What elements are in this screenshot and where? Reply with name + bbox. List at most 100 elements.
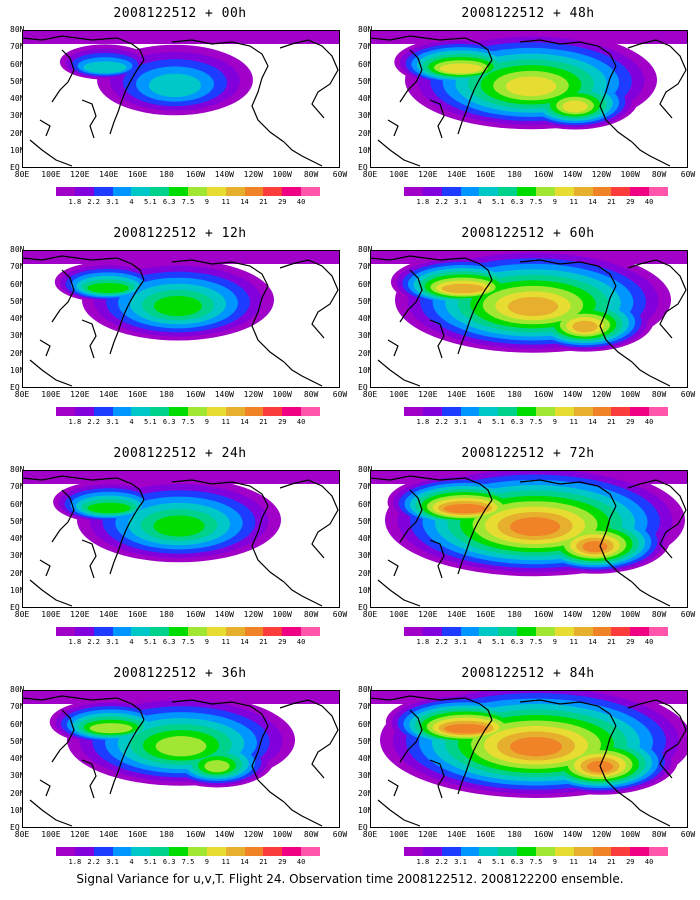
latitude-label: 20N bbox=[358, 568, 373, 578]
colorbar-swatch bbox=[422, 187, 442, 196]
latitude-label: 80N bbox=[10, 25, 25, 34]
latitude-label: 50N bbox=[358, 76, 373, 86]
longitude-label: 160E bbox=[127, 170, 148, 179]
colorbar-swatch bbox=[592, 407, 612, 416]
colorbar-swatch bbox=[630, 627, 650, 636]
latitude-label: 80N bbox=[358, 465, 373, 474]
colorbar-label: 5.1 bbox=[491, 418, 505, 426]
latitude-label: 30N bbox=[10, 551, 25, 561]
longitude-label: 140E bbox=[99, 830, 119, 839]
colorbar-label: 6.3 bbox=[162, 198, 176, 206]
longitude-label: 80W bbox=[651, 610, 667, 619]
colorbar-label: 3.1 bbox=[454, 198, 467, 206]
colorbar-swatch bbox=[498, 847, 518, 856]
colorbar-swatch bbox=[93, 187, 113, 196]
latitude-label: EQ bbox=[358, 603, 368, 612]
colorbar-swatch bbox=[573, 407, 593, 416]
latitude-label: 80N bbox=[358, 685, 373, 694]
colorbar-label: 9 bbox=[204, 638, 209, 646]
colorbar-label: 2.2 bbox=[435, 638, 449, 646]
colorbar-swatch bbox=[536, 847, 555, 856]
latitude-label: EQ bbox=[10, 823, 20, 832]
colorbar-swatch bbox=[150, 847, 170, 856]
colorbar-swatch bbox=[74, 407, 94, 416]
longitude-label: 120W bbox=[243, 610, 263, 619]
colorbar-label: 4 bbox=[129, 858, 134, 866]
colorbar-label: 3.1 bbox=[106, 638, 119, 646]
longitude-label: 120E bbox=[418, 390, 438, 399]
colorbar-swatch bbox=[112, 627, 132, 636]
colorbar-swatch bbox=[573, 847, 593, 856]
longitude-label: 120E bbox=[418, 610, 438, 619]
longitude-label: 140W bbox=[562, 610, 582, 619]
colorbar-label: 7.5 bbox=[181, 858, 195, 866]
longitude-label: 80W bbox=[651, 390, 667, 399]
forecast-panel: 2008122512 + 12h 80N 70N 60N 50N 40N 30N 20N 10N… bbox=[10, 220, 350, 440]
longitude-label: 140E bbox=[447, 390, 467, 399]
colorbar-swatch bbox=[536, 627, 555, 636]
latitude-label: 60N bbox=[10, 499, 25, 509]
colorbar-swatch bbox=[169, 187, 189, 196]
longitude-label: 160E bbox=[475, 170, 496, 179]
longitude-label: 80E bbox=[14, 610, 30, 619]
forecast-panel: 2008122512 + 36h 80N 70N 60N 50N 40N 30N 20N 10N… bbox=[10, 660, 350, 880]
colorbar-label: 2.2 bbox=[435, 198, 449, 206]
longitude-label: 140E bbox=[447, 830, 467, 839]
longitude-label: 160E bbox=[475, 390, 496, 399]
colorbar-label: 2.2 bbox=[87, 418, 101, 426]
longitude-label: 80E bbox=[14, 390, 30, 399]
colorbar-label: 29 bbox=[278, 198, 287, 206]
colorbar-label: 6.3 bbox=[162, 638, 176, 646]
longitude-label: 160E bbox=[475, 610, 496, 619]
longitude-label: 80W bbox=[303, 830, 319, 839]
colorbar-swatch bbox=[206, 627, 226, 636]
colorbar-label: 40 bbox=[296, 638, 306, 646]
colorbar-swatch bbox=[441, 627, 461, 636]
colorbar-label: 11 bbox=[221, 418, 230, 426]
latitude-label: 40N bbox=[10, 754, 25, 763]
colorbar-swatch bbox=[422, 407, 442, 416]
latitude-label: 80N bbox=[10, 465, 25, 474]
colorbar bbox=[56, 847, 321, 856]
latitude-label: 60N bbox=[10, 719, 25, 729]
latitude-label: 30N bbox=[10, 111, 25, 121]
longitude-label: 160W bbox=[185, 170, 206, 179]
forecast-panel: 2008122512 + 00h 80N 70N 60N 50N 40N 30N 20N 10N… bbox=[10, 0, 350, 220]
colorbar-label: 40 bbox=[644, 418, 654, 426]
colorbar-swatch bbox=[460, 847, 480, 856]
longitude-label: 140W bbox=[214, 830, 234, 839]
longitude-label: 80E bbox=[362, 830, 378, 839]
longitude-label: 120W bbox=[591, 610, 611, 619]
longitude-label: 100W bbox=[272, 170, 292, 179]
colorbar-label: 14 bbox=[240, 638, 249, 646]
colorbar-label: 7.5 bbox=[529, 418, 543, 426]
colorbar-label: 7.5 bbox=[529, 198, 543, 206]
colorbar-swatch bbox=[131, 407, 151, 416]
longitude-label: 160W bbox=[533, 610, 554, 619]
variance-map bbox=[22, 30, 340, 168]
colorbar-label: 21 bbox=[607, 418, 616, 426]
longitude-label: 160W bbox=[185, 610, 206, 619]
longitude-label: 120W bbox=[591, 170, 611, 179]
colorbar-swatch bbox=[150, 407, 170, 416]
colorbar-swatch bbox=[592, 627, 612, 636]
latitude-label: 80N bbox=[10, 245, 25, 254]
colorbar-label: 11 bbox=[221, 198, 230, 206]
colorbar-label: 5.1 bbox=[491, 858, 505, 866]
colorbar-label: 14 bbox=[588, 638, 597, 646]
latitude-label: 20N bbox=[10, 128, 25, 138]
colorbar-label: 14 bbox=[588, 198, 597, 206]
latitude-label: 40N bbox=[358, 314, 373, 323]
colorbar-swatch bbox=[150, 187, 170, 196]
latitude-label: 10N bbox=[358, 145, 373, 155]
colorbar-swatch bbox=[498, 627, 518, 636]
longitude-label: 120E bbox=[70, 610, 90, 619]
longitude-label: 120E bbox=[418, 830, 438, 839]
colorbar-swatch bbox=[112, 187, 132, 196]
longitude-label: 100W bbox=[272, 390, 292, 399]
colorbar-swatch bbox=[422, 847, 442, 856]
colorbar-swatch bbox=[498, 407, 518, 416]
colorbar-label: 29 bbox=[278, 638, 287, 646]
longitude-label: 140E bbox=[99, 610, 119, 619]
panel-title: 2008122512 + 00h bbox=[113, 6, 247, 21]
